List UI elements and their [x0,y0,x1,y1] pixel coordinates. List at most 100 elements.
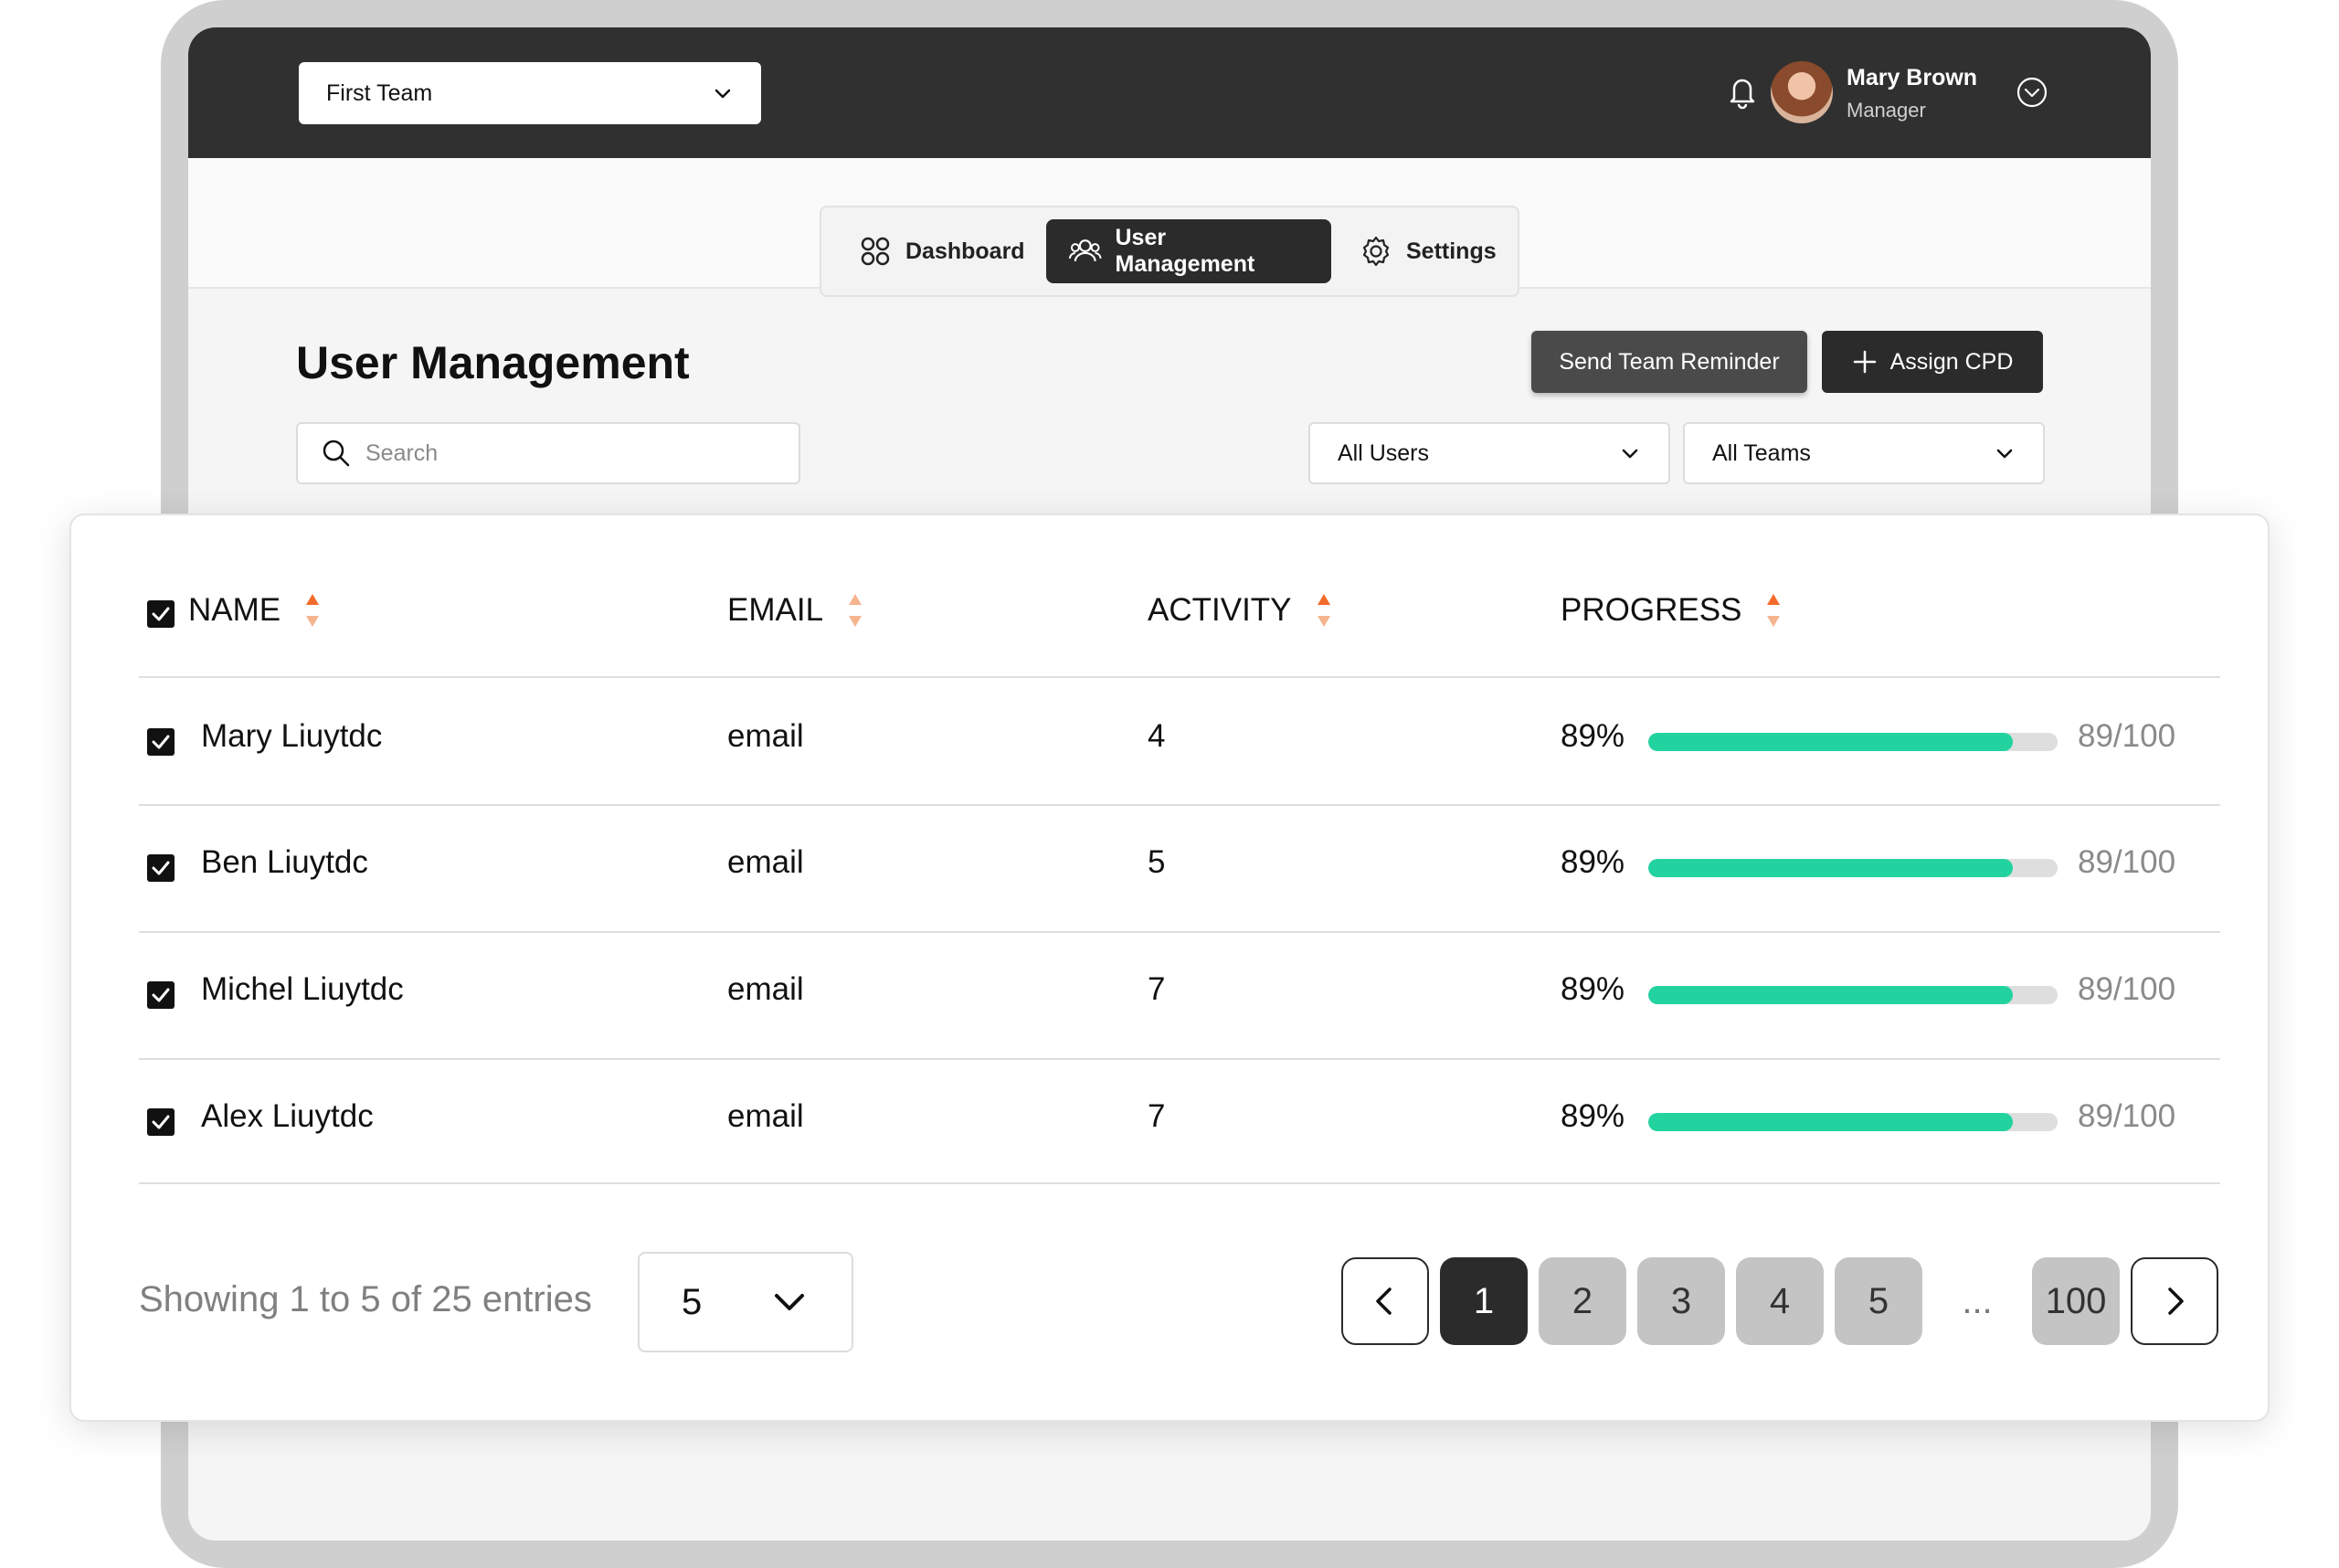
divider [139,1058,2220,1060]
select-all-checkbox[interactable] [146,599,175,629]
previous-page-button[interactable] [1341,1257,1429,1345]
row-checkbox[interactable] [146,1107,175,1137]
row-score: 89/100 [2078,971,2176,1007]
tab-user-management-label: User Management [1115,225,1255,277]
filter-users-value: All Users [1338,440,1430,466]
tab-settings[interactable]: Settings [1337,219,1519,283]
divider [139,676,2220,678]
progress-bar-fill [1648,1113,2013,1131]
row-progress-percent: 89% [1561,1098,1625,1134]
chevron-down-icon [1996,449,2013,459]
row-email: email [727,718,804,754]
row-name: Alex Liuytdc [201,1098,374,1134]
column-header-progress[interactable]: PROGRESS [1561,592,1782,629]
search-icon [323,440,350,467]
progress-bar [1648,859,2058,877]
per-page-value: 5 [682,1281,703,1322]
row-email: email [727,1098,804,1134]
sort-icon [1767,594,1781,627]
users-table-card: NAME EMAIL ACTIVITY PROGRESS Mary Liuytd… [69,514,2270,1422]
plus-icon [1853,350,1876,374]
per-page-select[interactable]: 5 [638,1252,853,1352]
row-activity: 7 [1148,971,1166,1007]
grid-icon [861,237,890,266]
user-name: Mary Brown [1847,65,1978,90]
users-icon [1068,239,1102,261]
chevron-right-icon [2168,1287,2184,1315]
tab-settings-label: Settings [1406,238,1497,264]
user-role: Manager [1847,99,1926,122]
next-page-button[interactable] [2131,1257,2218,1345]
row-progress-percent: 89% [1561,718,1625,754]
row-activity: 7 [1148,1098,1166,1134]
send-team-reminder-label: Send Team Reminder [1559,348,1780,375]
divider [139,1182,2220,1184]
page-button[interactable]: 100 [2032,1257,2120,1345]
table-row: Alex Liuytdc email 7 89% 89/100 [71,1060,2271,1186]
send-team-reminder-button[interactable]: Send Team Reminder [1531,331,1807,393]
row-score: 89/100 [2078,718,2176,754]
row-checkbox[interactable] [146,727,175,757]
assign-cpd-button[interactable]: Assign CPD [1822,331,2043,393]
progress-bar [1648,733,2058,751]
assign-cpd-label: Assign CPD [1889,348,2014,375]
team-select-value: First Team [326,79,433,106]
search-input[interactable] [364,439,751,468]
row-name: Mary Liuytdc [201,718,383,754]
column-header-email[interactable]: EMAIL [727,592,863,629]
chevron-down-circle-icon[interactable] [2016,76,2048,109]
search-box [296,422,800,484]
team-select[interactable]: First Team [299,62,761,124]
column-name-label: NAME [188,592,281,628]
filter-teams-value: All Teams [1712,440,1811,466]
table-row: Ben Liuytdc email 5 89% 89/100 [71,806,2271,932]
page-button[interactable]: 1 [1440,1257,1528,1345]
row-name: Michel Liuytdc [201,971,404,1007]
column-progress-label: PROGRESS [1561,592,1742,628]
avatar[interactable] [1771,61,1833,123]
divider [139,931,2220,933]
row-checkbox[interactable] [146,980,175,1010]
chevron-down-icon [1622,449,1638,459]
sort-icon [849,594,863,627]
row-checkbox[interactable] [146,853,175,883]
page-title: User Management [296,337,690,388]
entries-summary: Showing 1 to 5 of 25 entries [139,1279,592,1319]
page-button[interactable]: 3 [1637,1257,1725,1345]
row-score: 89/100 [2078,844,2176,880]
chevron-down-icon [714,89,731,99]
progress-bar-fill [1648,733,2013,751]
filter-teams-select[interactable]: All Teams [1683,422,2045,484]
column-email-label: EMAIL [727,592,824,628]
row-progress-percent: 89% [1561,971,1625,1007]
bell-icon[interactable] [1727,73,1758,110]
gear-icon [1362,236,1390,267]
row-activity: 4 [1148,718,1166,754]
column-header-activity[interactable]: ACTIVITY [1148,592,1332,629]
row-email: email [727,971,804,1007]
table-row: Mary Liuytdc email 4 89% 89/100 [71,678,2271,804]
page-button[interactable]: 4 [1736,1257,1824,1345]
column-activity-label: ACTIVITY [1148,592,1292,628]
divider [139,804,2220,806]
sort-icon [306,594,320,627]
progress-bar-fill [1648,986,2013,1004]
column-header-name[interactable]: NAME [188,592,321,629]
tab-dashboard[interactable]: Dashboard [836,219,1047,283]
tab-dashboard-label: Dashboard [905,238,1025,264]
sort-icon [1317,594,1330,627]
row-progress-percent: 89% [1561,844,1625,880]
page-button[interactable]: 2 [1539,1257,1626,1345]
page-button[interactable]: 5 [1835,1257,1922,1345]
chevron-left-icon [1376,1287,1392,1315]
row-name: Ben Liuytdc [201,844,368,880]
progress-bar [1648,986,2058,1004]
table-row: Michel Liuytdc email 7 89% 89/100 [71,933,2271,1059]
row-activity: 5 [1148,844,1166,880]
progress-bar [1648,1113,2058,1131]
tab-bar: Dashboard User Management Settin [820,206,1519,297]
tab-user-management[interactable]: User Management [1046,219,1331,283]
chevron-down-icon [775,1294,804,1310]
filter-users-select[interactable]: All Users [1308,422,1670,484]
top-bar: First Team Mary Brown Manager [188,27,2151,158]
